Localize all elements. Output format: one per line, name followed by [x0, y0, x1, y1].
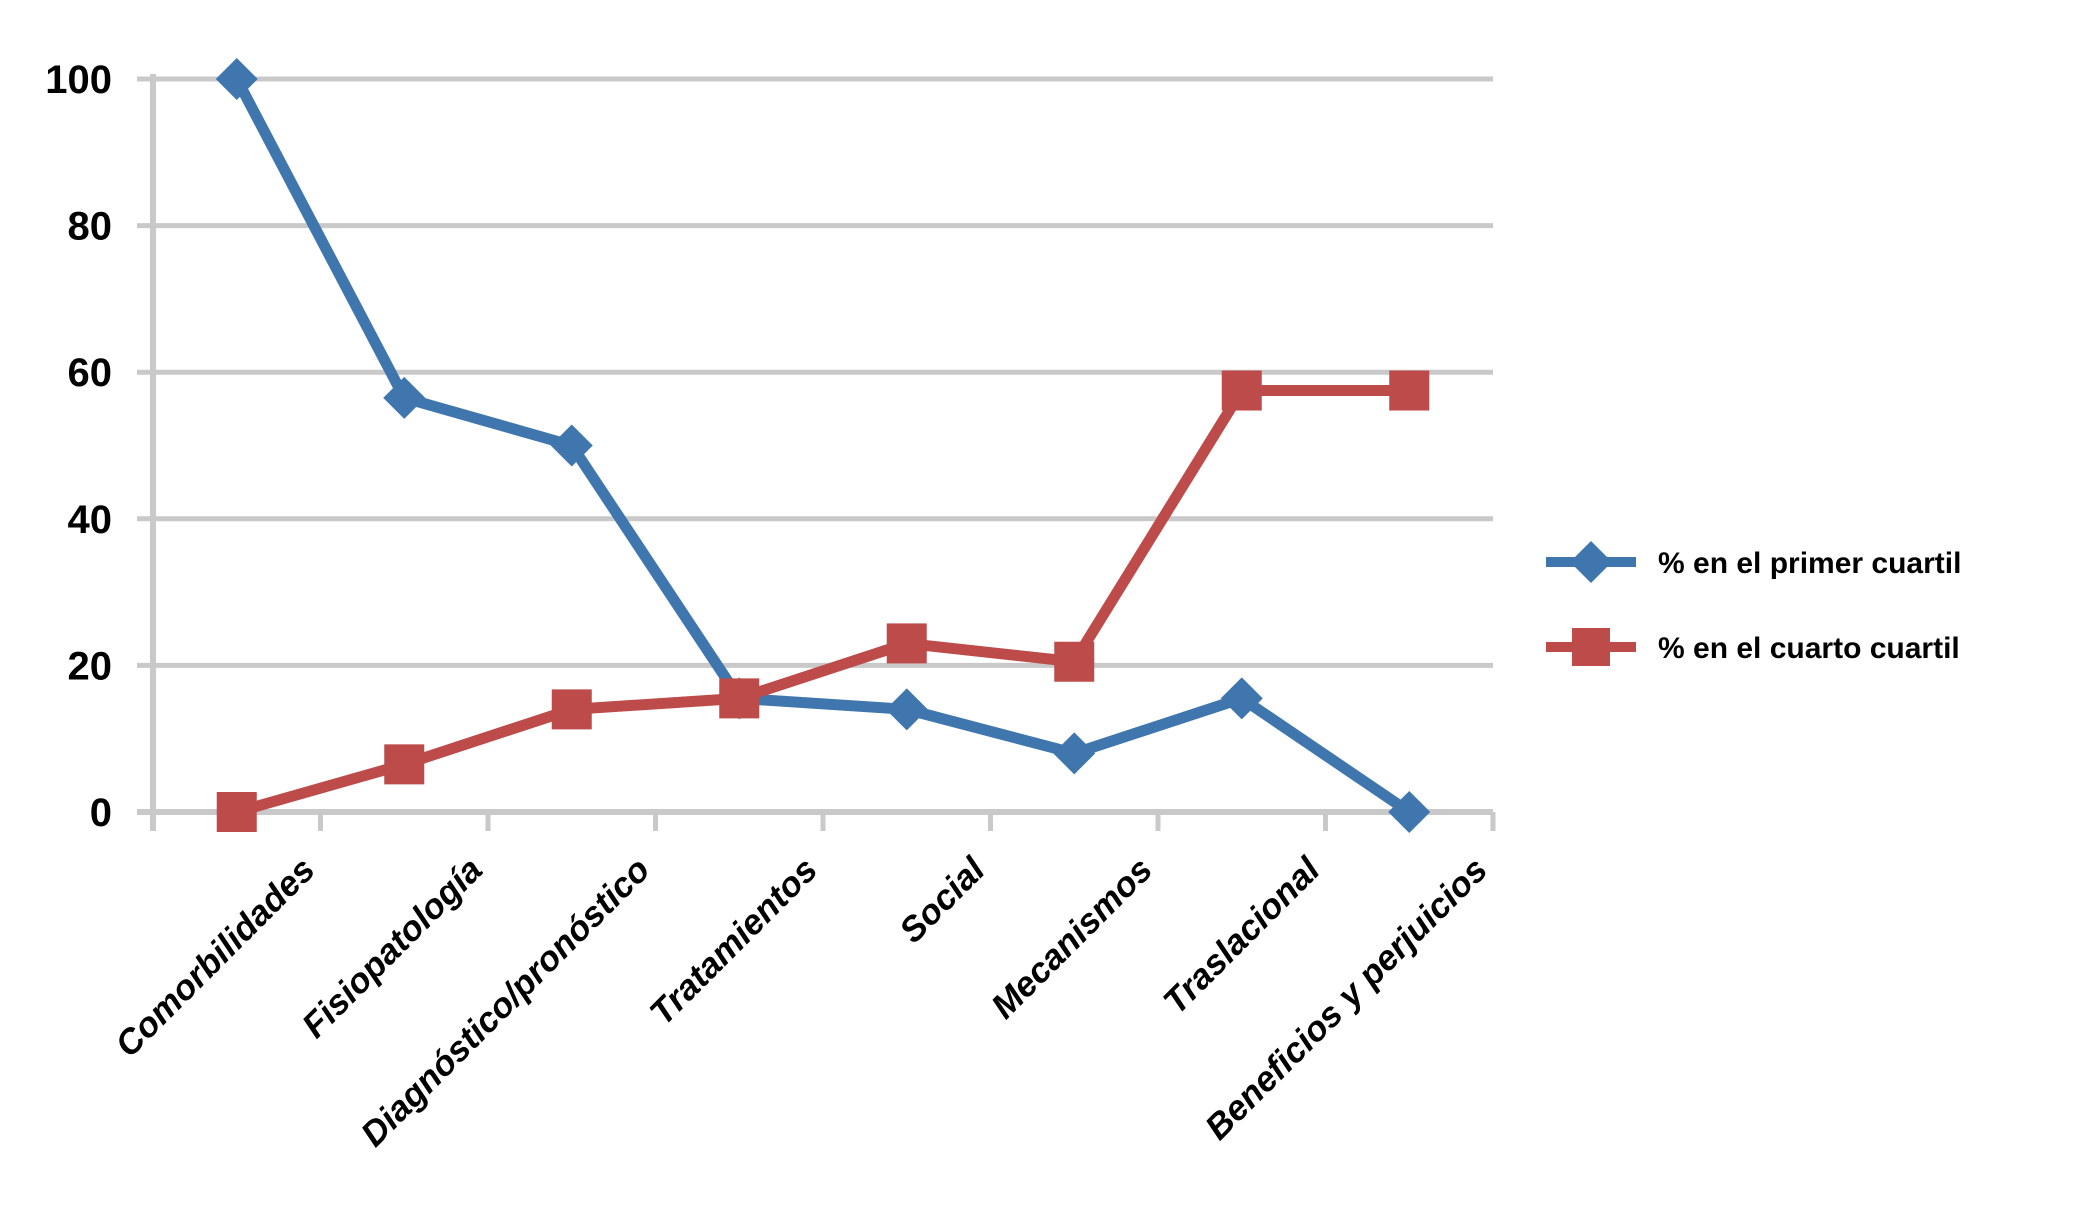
legend-item: % en el primer cuartil	[1546, 541, 1961, 583]
square-marker-icon	[886, 623, 927, 664]
series-cuarto-cuartil	[216, 370, 1430, 832]
diamond-marker-icon	[1220, 677, 1263, 720]
series-line	[231, 73, 1415, 818]
y-axis-labels: 0 20 40 60 80 100	[45, 58, 112, 835]
y-axis-tick-label: 0	[90, 791, 112, 835]
square-marker-icon	[384, 744, 425, 785]
diamond-marker-icon	[1388, 791, 1431, 833]
square-marker-icon	[1221, 370, 1262, 411]
diamond-marker-icon	[383, 376, 426, 419]
diamond-marker-icon	[215, 58, 258, 100]
square-marker-icon	[551, 689, 592, 730]
y-axis-tick-label: 60	[68, 351, 113, 395]
square-marker-icon	[1389, 370, 1430, 411]
diamond-marker-icon	[1053, 732, 1096, 775]
diamond-marker-icon	[550, 424, 593, 467]
series-line	[231, 385, 1415, 818]
square-marker-icon	[1572, 628, 1610, 666]
diamond-marker-icon	[885, 688, 928, 731]
y-axis-tick-label: 100	[45, 58, 112, 102]
legend-label: % en el primer cuartil	[1658, 547, 1961, 580]
y-axis-tick-label: 80	[68, 205, 113, 249]
square-marker-icon	[719, 678, 760, 719]
y-axis-tick-label: 20	[68, 644, 113, 688]
gridlines	[137, 76, 1493, 668]
series-primer-cuartil	[215, 58, 1431, 833]
x-axis-ticks	[150, 812, 1496, 831]
legend-label: % en el cuarto cuartil	[1658, 632, 1960, 665]
legend: % en el primer cuartil % en el cuarto cua…	[1546, 541, 1961, 666]
y-axis-tick-label: 40	[68, 498, 113, 542]
legend-item: % en el cuarto cuartil	[1546, 628, 1960, 666]
square-marker-icon	[216, 792, 257, 832]
diamond-marker-icon	[1570, 541, 1612, 583]
square-marker-icon	[1054, 641, 1095, 682]
